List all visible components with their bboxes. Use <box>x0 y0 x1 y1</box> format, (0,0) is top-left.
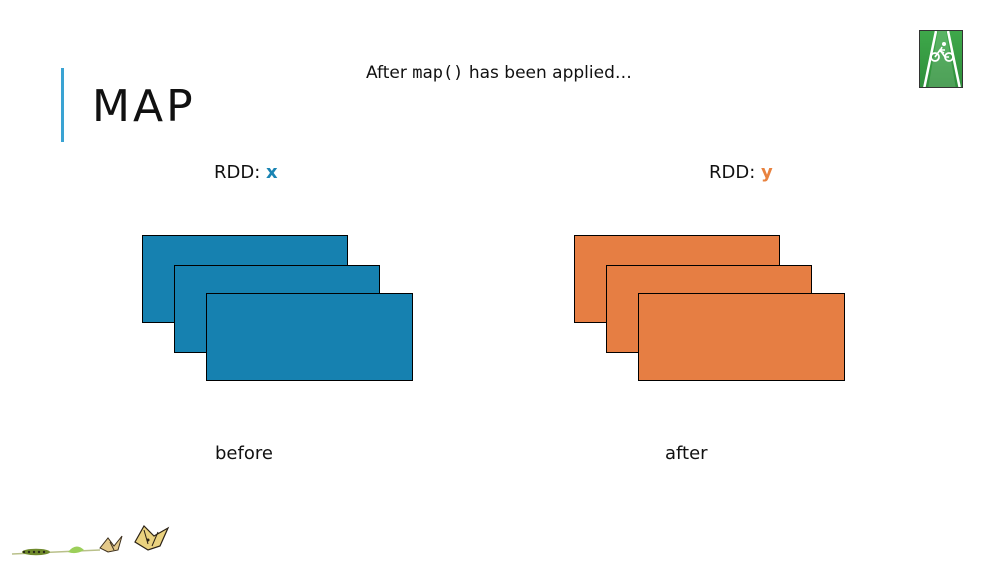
rdd-x-var: x <box>266 162 278 183</box>
rdd-x-prefix: RDD: <box>214 162 267 183</box>
rdd-x-label: RDD: x <box>214 162 278 183</box>
title-accent-bar <box>61 68 64 142</box>
rdd-y-prefix: RDD: <box>709 162 762 183</box>
butterfly-lifecycle-icon <box>10 520 175 560</box>
subtitle-code: map() <box>412 63 464 83</box>
slide-subtitle: After map() has been applied… <box>366 63 632 83</box>
rdd-y-partition-3 <box>638 293 845 381</box>
rdd-x-partition-3 <box>206 293 413 381</box>
subtitle-suffix: has been applied… <box>463 63 632 83</box>
rdd-y-label: RDD: y <box>709 162 773 183</box>
bike-lane-icon <box>919 30 963 88</box>
before-caption: before <box>215 443 273 464</box>
rdd-y-var: y <box>761 162 773 183</box>
subtitle-prefix: After <box>366 63 413 83</box>
after-caption: after <box>665 443 708 464</box>
slide-title: MAP <box>92 81 196 132</box>
